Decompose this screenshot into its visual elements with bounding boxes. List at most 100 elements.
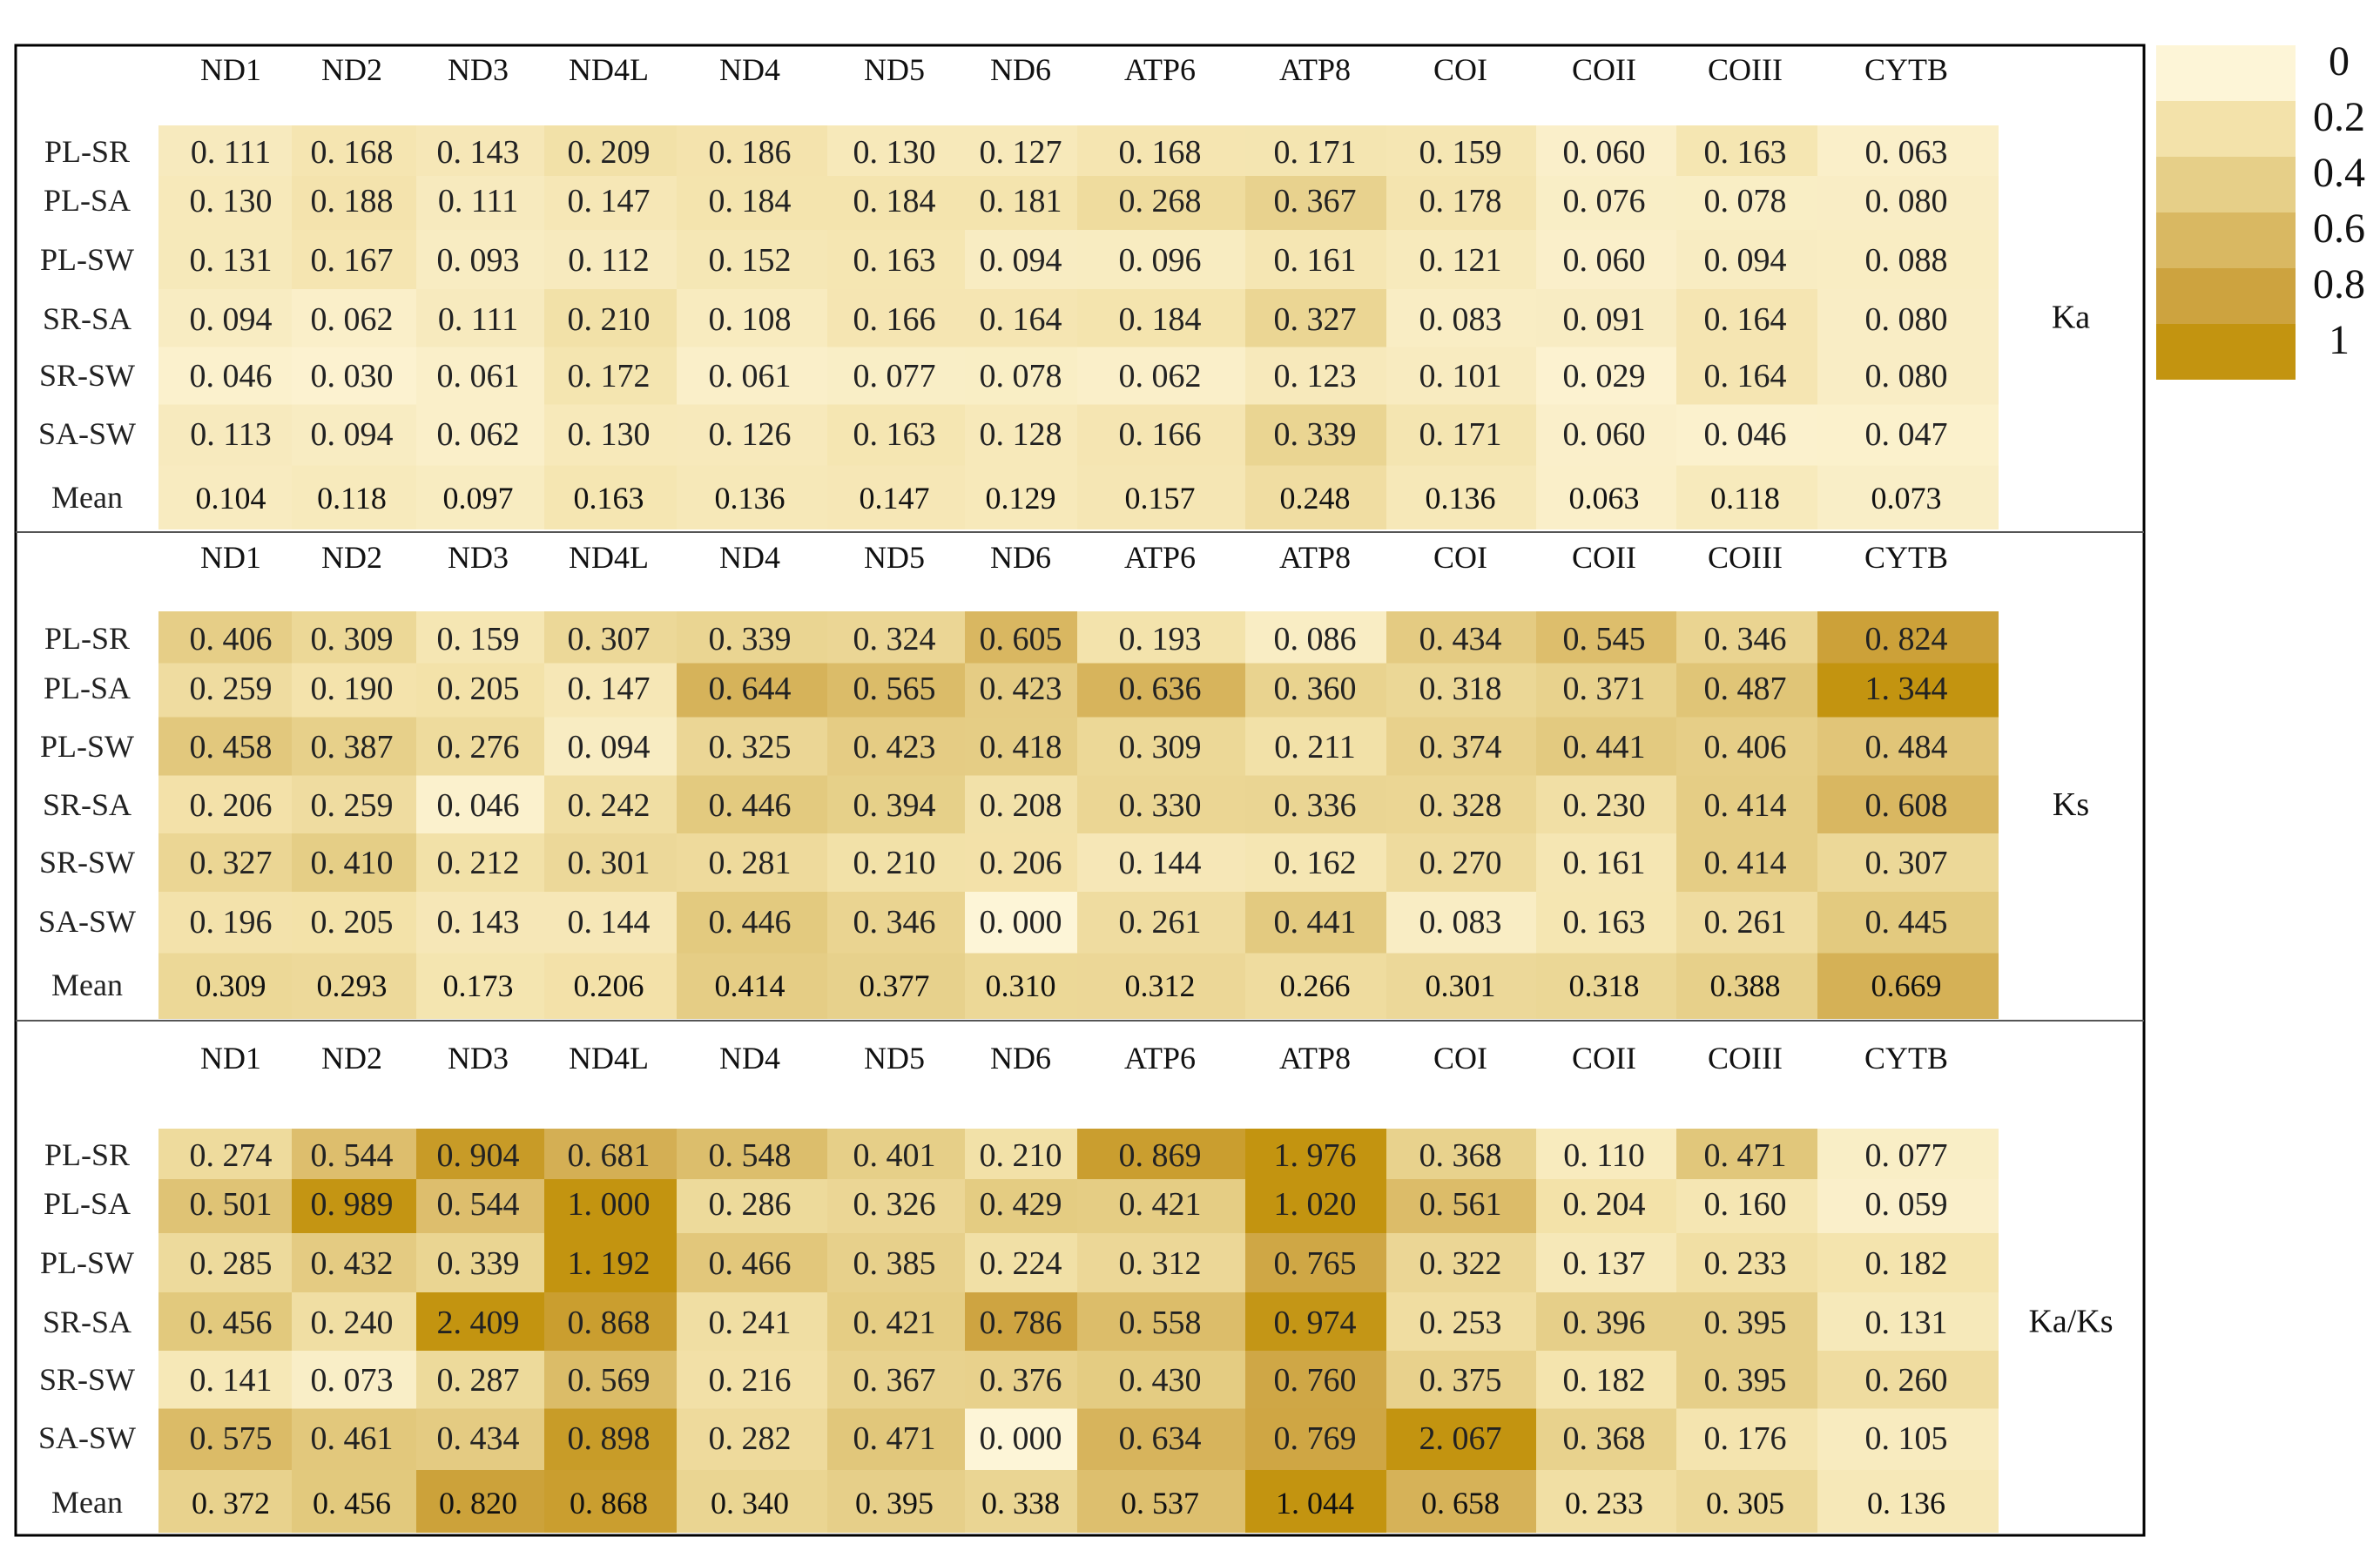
data-label: 0. 113 <box>190 416 272 453</box>
heatmap-cell <box>1386 1470 1536 1533</box>
data-label: 0. 181 <box>980 183 1062 219</box>
data-label: 0. 078 <box>1704 183 1787 219</box>
heatmap-cell <box>1245 176 1386 230</box>
legend-tick-label: 0.4 <box>2313 150 2365 196</box>
data-label: 0. 432 <box>311 1245 394 1282</box>
data-label: 0. 309 <box>311 621 394 657</box>
data-label: 0. 166 <box>1119 416 1202 453</box>
data-label: 0. 322 <box>1419 1245 1502 1282</box>
heatmap-cell <box>1536 611 1676 664</box>
heatmap-cell <box>1676 1129 1817 1179</box>
data-label: 0. 080 <box>1865 183 1948 219</box>
data-label: 0. 575 <box>190 1420 273 1457</box>
row-label: SA-SW <box>38 1420 136 1455</box>
figure-frame <box>14 44 2146 1537</box>
data-label: 0. 544 <box>437 1186 520 1223</box>
data-label: 0. 143 <box>437 904 520 941</box>
heatmap-cell <box>292 1179 416 1233</box>
data-label: 0. 339 <box>437 1245 520 1282</box>
data-label: 0. 130 <box>568 416 651 453</box>
heatmap-cell <box>292 611 416 664</box>
data-label: 0. 471 <box>853 1420 936 1457</box>
data-label: 0. 558 <box>1119 1305 1202 1341</box>
row-label: PL-SR <box>44 621 130 656</box>
data-label: 0. 367 <box>1274 183 1357 219</box>
data-label: 0. 401 <box>853 1137 936 1174</box>
heatmap-cell <box>416 1351 544 1409</box>
heatmap-cell <box>1245 611 1386 664</box>
data-label: 0. 111 <box>438 301 518 338</box>
heatmap-cell <box>1676 465 1817 529</box>
data-label: 1. 020 <box>1274 1186 1357 1223</box>
data-label: 0. 421 <box>1119 1186 1202 1223</box>
legend-tick-label: 0.8 <box>2313 261 2365 307</box>
data-label: 0.136 <box>715 481 785 516</box>
data-label: 0. 898 <box>568 1420 651 1457</box>
data-label: 0.206 <box>574 968 644 1003</box>
heatmap-cell <box>292 1129 416 1179</box>
data-label: 0. 137 <box>1563 1245 1646 1282</box>
column-header: ND3 <box>448 52 509 87</box>
data-label: 0. 456 <box>313 1486 391 1521</box>
heatmap-cell <box>677 611 827 664</box>
heatmap-cell <box>1245 1470 1386 1533</box>
heatmap-cell <box>1817 465 1999 529</box>
heatmap-cell <box>158 1408 292 1470</box>
column-header: ND6 <box>990 52 1051 87</box>
heatmap-cell <box>158 404 292 466</box>
data-label: 0. 163 <box>853 416 936 453</box>
row-label: PL-SA <box>44 671 131 705</box>
heatmap-cell <box>1077 347 1245 405</box>
data-label: 0.248 <box>1280 481 1351 516</box>
heatmap-cell <box>544 1470 677 1533</box>
heatmap-cell <box>158 717 292 776</box>
data-label: 0. 339 <box>709 621 792 657</box>
heatmap-cell <box>416 611 544 664</box>
data-label: 0. 130 <box>190 183 273 219</box>
data-label: 0. 868 <box>570 1486 648 1521</box>
data-label: 0. 196 <box>190 904 273 941</box>
heatmap-cell <box>158 125 292 176</box>
data-label: 0. 544 <box>311 1137 394 1174</box>
data-label: 0. 233 <box>1565 1486 1643 1521</box>
heatmap-cell <box>544 717 677 776</box>
heatmap-cell <box>827 1351 965 1409</box>
heatmap-cell <box>158 1292 292 1351</box>
heatmap-cell <box>1386 1292 1536 1351</box>
heatmap-cell <box>416 347 544 405</box>
heatmap-cell <box>1386 953 1536 1019</box>
heatmap-cell <box>1077 465 1245 529</box>
data-label: 0. 093 <box>437 242 520 279</box>
data-label: 0. 372 <box>192 1486 270 1521</box>
data-label: 0. 143 <box>437 134 520 171</box>
data-label: 0. 548 <box>709 1137 792 1174</box>
heatmap-cell <box>677 833 827 892</box>
heatmap-cell <box>158 953 292 1019</box>
heatmap-cell <box>827 611 965 664</box>
heatmap-cell <box>292 404 416 466</box>
data-label: 0. 441 <box>1563 729 1646 765</box>
data-label: 0. 141 <box>190 1362 273 1399</box>
column-header: ATP6 <box>1124 540 1196 575</box>
data-label: 0. 062 <box>311 301 394 338</box>
heatmap-cell <box>827 1129 965 1179</box>
data-label: 0. 765 <box>1274 1245 1357 1282</box>
heatmap-cell <box>1676 176 1817 230</box>
heatmap-cell <box>292 289 416 347</box>
data-label: 0. 077 <box>1865 1137 1948 1174</box>
heatmap-cell <box>292 717 416 776</box>
column-header: COII <box>1572 1041 1636 1076</box>
heatmap-cell <box>158 176 292 230</box>
heatmap-cell <box>1386 892 1536 954</box>
heatmap-cell <box>827 717 965 776</box>
heatmap-cell <box>1077 404 1245 466</box>
heatmap-cell <box>827 289 965 347</box>
column-header: ND4 <box>719 1041 780 1076</box>
data-label: 0. 160 <box>1704 1186 1787 1223</box>
data-label: 0. 368 <box>1419 1137 1502 1174</box>
heatmap-cell <box>1536 953 1676 1019</box>
heatmap-cell <box>158 1233 292 1292</box>
data-label: 0. 080 <box>1865 358 1948 394</box>
data-label: 0. 259 <box>190 671 273 707</box>
heatmap-cell <box>1386 347 1536 405</box>
